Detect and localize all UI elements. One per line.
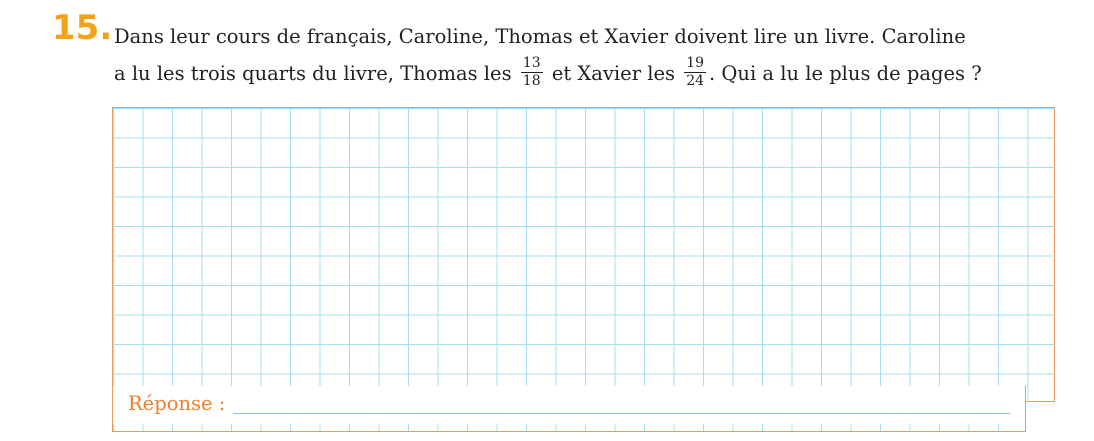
answer-input-line[interactable]: [233, 413, 1010, 414]
answer-label: Réponse :: [128, 392, 226, 415]
exercise-number: 15.: [52, 8, 113, 48]
statement-text-c: . Qui a lu le plus de pages ?: [709, 62, 982, 85]
working-grid[interactable]: [112, 107, 1055, 402]
statement-line-1: Dans leur cours de français, Caroline, T…: [114, 25, 966, 48]
fraction-xavier-denominator: 24: [686, 73, 705, 89]
statement-line-2: a lu les trois quarts du livre, Thomas l…: [114, 56, 1074, 92]
fraction-thomas-numerator: 13: [520, 55, 543, 73]
fraction-xavier-numerator: 19: [684, 55, 707, 73]
answer-background: [113, 386, 1025, 424]
answer-box[interactable]: [112, 386, 1026, 432]
statement-text-a: a lu les trois quarts du livre, Thomas l…: [114, 62, 512, 85]
fraction-thomas: 13 18: [520, 55, 543, 89]
exercise-statement: Dans leur cours de français, Caroline, T…: [114, 22, 1074, 92]
fraction-xavier: 19 24: [684, 55, 707, 89]
statement-text-b: et Xavier les: [551, 62, 675, 85]
fraction-thomas-denominator: 18: [522, 73, 541, 89]
